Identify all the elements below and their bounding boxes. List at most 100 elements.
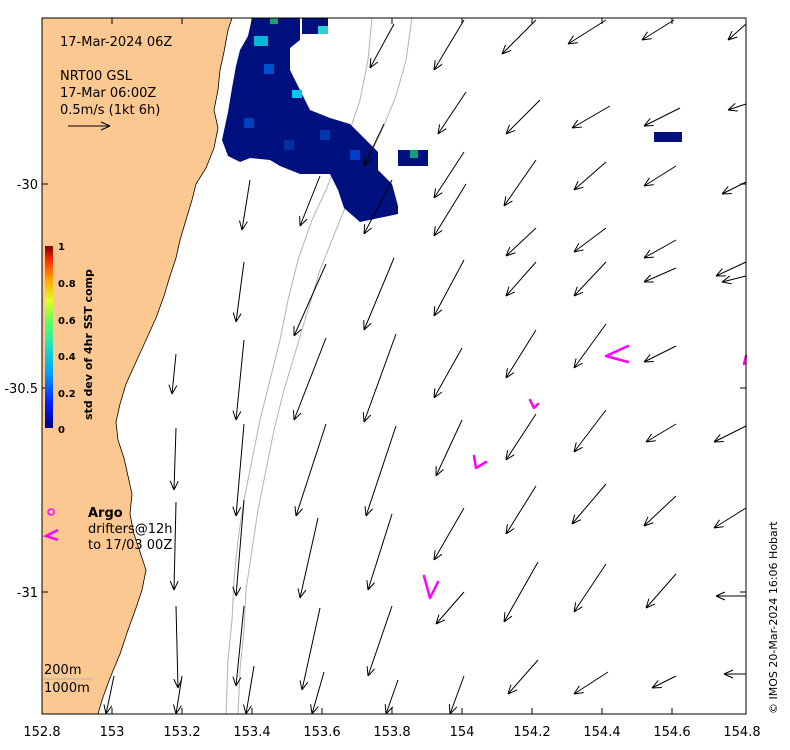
header-block: 17-Mar-2024 06Z NRT00 GSL 17-Mar 06:00Z …	[60, 35, 172, 118]
map-frame	[41, 17, 747, 715]
sst-stddev-patches	[222, 18, 682, 222]
current-arrow	[232, 499, 245, 597]
credit-text: © IMOS 20-Mar-2024 16:06 Hobart	[767, 521, 780, 714]
colorbar-ticks: 0 0.2 0.4 0.6 0.8 1	[58, 242, 76, 436]
current-arrow	[505, 261, 537, 297]
current-arrow	[727, 23, 747, 41]
current-arrow	[363, 123, 385, 167]
colorbar-label: std dev of 4hr SST comp	[82, 269, 95, 420]
y-tick-label: -30	[17, 178, 38, 193]
y-tick-labels: -30 -30.5 -31	[4, 178, 38, 601]
x-tick-label: 153.8	[373, 725, 410, 740]
current-arrow	[643, 267, 677, 283]
current-arrow	[645, 423, 677, 443]
sst-patch-far-east	[654, 132, 682, 142]
current-arrow	[232, 423, 245, 517]
current-arrow	[433, 347, 463, 399]
colorbar-tick-label: 0	[58, 425, 65, 436]
drifter-track-2	[528, 398, 540, 410]
current-arrow	[433, 19, 465, 71]
current-arrow	[503, 159, 537, 207]
drifters-label: drifters@12h	[88, 522, 173, 537]
current-arrow	[310, 671, 325, 715]
current-arrow	[643, 345, 677, 363]
current-arrow	[238, 179, 251, 231]
current-arrow	[169, 427, 179, 491]
product-time: 17-Mar 06:00Z	[60, 86, 156, 101]
current-arrow	[433, 259, 465, 317]
current-arrow	[643, 495, 677, 527]
current-arrow	[651, 675, 677, 689]
current-arrow	[437, 91, 467, 135]
current-arrow	[366, 513, 393, 591]
current-arrow	[364, 425, 397, 517]
current-arrow	[505, 227, 537, 257]
current-arrows	[103, 19, 747, 715]
drifter-track-1	[604, 344, 630, 364]
sst-cell-teal-1	[410, 150, 418, 158]
drifter-track-4	[422, 574, 440, 600]
current-arrow	[573, 161, 607, 191]
map-timestamp: 17-Mar-2024 06Z	[60, 35, 172, 50]
colorbar	[45, 246, 53, 428]
current-arrow	[571, 483, 607, 525]
current-arrow	[172, 675, 183, 715]
x-tick-label: 153.4	[233, 725, 270, 740]
current-arrow	[571, 105, 611, 129]
current-arrow	[293, 263, 327, 337]
current-arrow	[369, 23, 395, 69]
x-tick-labels: 152.8 153 153.2 153.4 153.6 153.8 154 15…	[23, 725, 760, 740]
drifter-marker	[42, 528, 59, 542]
current-arrow	[641, 19, 675, 41]
current-arrow	[715, 591, 746, 601]
colorbar-tick-label: 0.2	[58, 389, 76, 400]
current-arrow	[363, 257, 395, 331]
current-arrow	[363, 179, 393, 235]
sst-cell-blue-1	[264, 64, 274, 74]
land-coastline	[41, 17, 233, 715]
current-arrow	[505, 413, 537, 461]
current-arrow	[721, 275, 747, 285]
x-tick-label: 153.2	[163, 725, 200, 740]
sst-cell-blue-5	[284, 140, 294, 150]
sst-cell-blue-2	[244, 118, 254, 128]
current-arrow	[715, 261, 747, 277]
current-arrow	[293, 337, 327, 421]
argo-marker	[47, 508, 55, 516]
current-arrow	[169, 501, 179, 591]
current-arrow	[723, 669, 746, 679]
scale-label: 0.5m/s (1kt 6h)	[60, 103, 160, 118]
isobath-200-label: 200m	[44, 663, 81, 678]
y-tick-label: -31	[17, 586, 38, 601]
legend-block: Argo drifters@12h to 17/03 00Z 200m 1000…	[42, 506, 173, 696]
x-tick-label: 154.8	[723, 725, 760, 740]
current-arrow	[297, 517, 319, 599]
current-arrow	[433, 151, 465, 199]
current-arrow	[294, 423, 327, 517]
current-arrow	[433, 183, 467, 237]
isobath-1000-label: 1000m	[44, 681, 90, 696]
current-arrow	[103, 675, 115, 715]
sst-cell-cyan-1	[254, 36, 268, 46]
current-arrow	[362, 333, 397, 423]
sst-cell-cyan-2	[292, 90, 302, 98]
sst-cell-blue-3	[320, 130, 330, 140]
current-arrow	[505, 329, 537, 379]
current-arrow	[366, 605, 393, 677]
current-arrow	[435, 419, 463, 477]
current-arrow	[573, 671, 609, 695]
current-arrow	[243, 665, 255, 715]
x-tick-label: 154.4	[583, 725, 620, 740]
current-arrow	[643, 239, 677, 259]
current-arrow	[232, 261, 245, 323]
current-arrow	[643, 107, 681, 127]
current-arrow	[299, 175, 321, 227]
current-arrow	[573, 563, 607, 613]
current-arrow	[567, 19, 607, 45]
x-tick-label: 152.8	[23, 725, 60, 740]
y-tick-label: -30.5	[4, 382, 38, 397]
drifters-to-label: to 17/03 00Z	[88, 538, 172, 553]
sst-cell-blue-4	[350, 150, 360, 160]
current-arrow	[573, 409, 607, 453]
